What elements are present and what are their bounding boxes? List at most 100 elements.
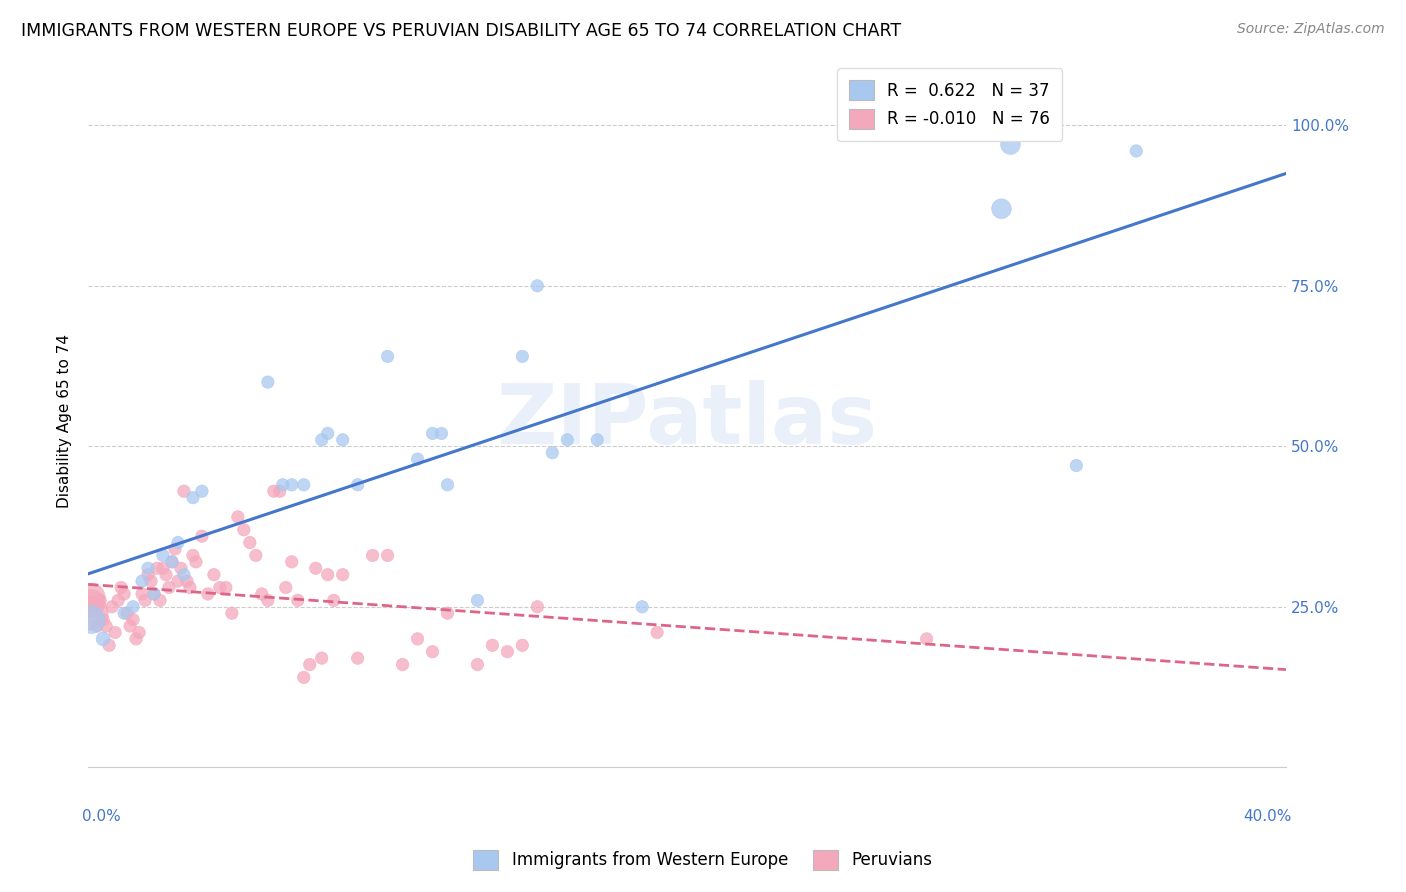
Point xyxy=(281,555,304,569)
Point xyxy=(181,491,204,505)
Point xyxy=(184,555,207,569)
Point xyxy=(163,541,186,556)
Point xyxy=(143,587,166,601)
Point xyxy=(467,593,489,607)
Point xyxy=(80,606,103,620)
Point xyxy=(208,581,231,595)
Point xyxy=(131,574,153,588)
Point xyxy=(245,549,267,563)
Point xyxy=(406,632,429,646)
Point xyxy=(526,599,548,614)
Point xyxy=(990,202,1012,216)
Point xyxy=(1066,458,1088,473)
Point xyxy=(80,590,103,604)
Point xyxy=(361,549,384,563)
Point xyxy=(263,484,285,499)
Point xyxy=(346,651,368,665)
Point xyxy=(555,433,578,447)
Point xyxy=(226,509,249,524)
Point xyxy=(112,587,135,601)
Point xyxy=(89,593,111,607)
Point xyxy=(160,555,183,569)
Point xyxy=(167,574,190,588)
Point xyxy=(80,613,103,627)
Point xyxy=(176,574,198,588)
Point xyxy=(152,561,174,575)
Point xyxy=(191,529,214,543)
Y-axis label: Disability Age 65 to 74: Disability Age 65 to 74 xyxy=(58,334,72,508)
Point xyxy=(377,549,399,563)
Point xyxy=(181,549,204,563)
Point xyxy=(287,593,309,607)
Point xyxy=(239,535,262,549)
Point xyxy=(152,549,174,563)
Point xyxy=(136,567,159,582)
Point xyxy=(215,581,238,595)
Text: IMMIGRANTS FROM WESTERN EUROPE VS PERUVIAN DISABILITY AGE 65 TO 74 CORRELATION C: IMMIGRANTS FROM WESTERN EUROPE VS PERUVI… xyxy=(21,22,901,40)
Point xyxy=(526,278,548,293)
Point xyxy=(91,613,114,627)
Point xyxy=(143,587,166,601)
Point xyxy=(316,567,339,582)
Point xyxy=(155,567,177,582)
Text: Source: ZipAtlas.com: Source: ZipAtlas.com xyxy=(1237,22,1385,37)
Point xyxy=(430,426,453,441)
Text: 0.0%: 0.0% xyxy=(82,809,121,824)
Point xyxy=(481,638,503,652)
Point xyxy=(149,593,172,607)
Point xyxy=(80,597,103,611)
Point xyxy=(120,619,142,633)
Point xyxy=(98,638,121,652)
Point xyxy=(101,599,124,614)
Point xyxy=(316,426,339,441)
Point xyxy=(94,619,117,633)
Legend: Immigrants from Western Europe, Peruvians: Immigrants from Western Europe, Peruvian… xyxy=(467,843,939,877)
Point xyxy=(292,670,315,684)
Point xyxy=(232,523,254,537)
Point xyxy=(541,446,564,460)
Point xyxy=(281,477,304,491)
Point xyxy=(170,561,193,575)
Point xyxy=(1000,137,1022,152)
Point xyxy=(157,581,180,595)
Point xyxy=(406,452,429,467)
Point xyxy=(305,561,328,575)
Point xyxy=(322,593,344,607)
Point xyxy=(146,561,169,575)
Point xyxy=(436,477,458,491)
Point xyxy=(391,657,413,672)
Point xyxy=(86,619,108,633)
Point xyxy=(202,567,225,582)
Point xyxy=(104,625,127,640)
Point xyxy=(269,484,291,499)
Point xyxy=(467,657,489,672)
Text: ZIPatlas: ZIPatlas xyxy=(496,380,877,461)
Point xyxy=(256,375,278,389)
Point xyxy=(197,587,219,601)
Point xyxy=(107,593,129,607)
Point xyxy=(160,555,183,569)
Point xyxy=(512,350,534,364)
Point xyxy=(292,477,315,491)
Point xyxy=(496,645,519,659)
Point xyxy=(179,581,201,595)
Point xyxy=(128,625,150,640)
Point xyxy=(311,651,333,665)
Point xyxy=(422,645,444,659)
Point xyxy=(191,484,214,499)
Point xyxy=(271,477,294,491)
Point xyxy=(332,567,354,582)
Point xyxy=(311,433,333,447)
Point xyxy=(167,535,190,549)
Point xyxy=(377,350,399,364)
Point xyxy=(112,606,135,620)
Point xyxy=(298,657,321,672)
Point xyxy=(346,477,368,491)
Point xyxy=(122,599,145,614)
Point xyxy=(134,593,156,607)
Legend: R =  0.622   N = 37, R = -0.010   N = 76: R = 0.622 N = 37, R = -0.010 N = 76 xyxy=(838,69,1062,141)
Point xyxy=(256,593,278,607)
Point xyxy=(173,567,195,582)
Point xyxy=(915,632,938,646)
Point xyxy=(512,638,534,652)
